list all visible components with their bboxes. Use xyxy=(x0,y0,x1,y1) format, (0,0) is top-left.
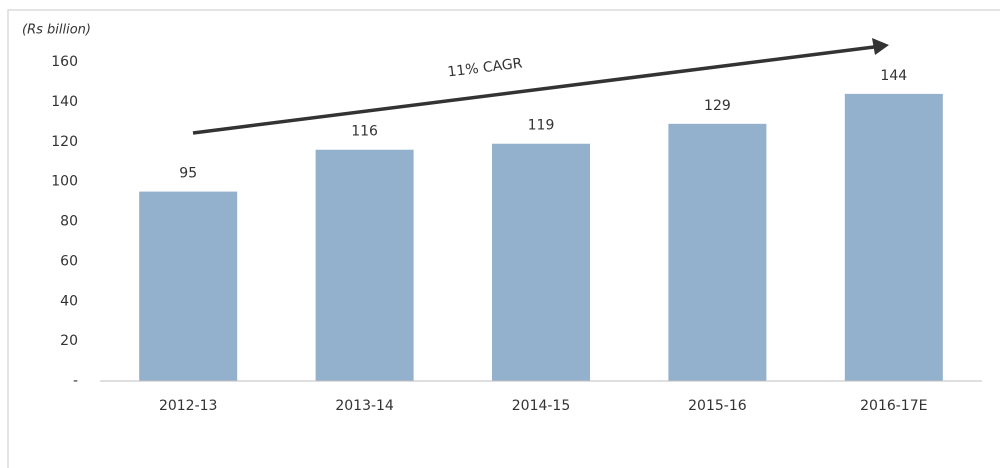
value-label: 144 xyxy=(880,68,907,84)
x-tick-label: 2015-16 xyxy=(688,398,747,414)
frame xyxy=(7,9,1000,468)
cagr-label: 11% CAGR xyxy=(447,55,524,80)
bar xyxy=(315,149,414,381)
y-tick-label: 140 xyxy=(51,94,78,110)
y-tick-label: 20 xyxy=(60,333,78,349)
value-label: 95 xyxy=(179,166,197,182)
y-tick-label: 60 xyxy=(60,253,78,269)
bar xyxy=(668,123,767,382)
y-tick-label: 40 xyxy=(60,293,78,309)
y-tick-label: 160 xyxy=(51,54,78,70)
x-tick-label: 2016-17E xyxy=(860,398,927,414)
y-tick-label: - xyxy=(73,373,78,389)
x-tick-label: 2013-14 xyxy=(335,398,394,414)
x-tick-label: 2012-13 xyxy=(159,398,218,414)
cagr-arrow xyxy=(192,45,875,135)
value-label: 129 xyxy=(704,98,731,114)
bar xyxy=(139,191,238,381)
y-tick-label: 100 xyxy=(51,174,78,190)
value-label: 116 xyxy=(351,124,378,140)
bar xyxy=(492,143,590,381)
y-tick-label: 120 xyxy=(51,134,78,150)
y-tick-label: 80 xyxy=(60,214,78,230)
unit-label: (Rs billion) xyxy=(22,23,91,38)
bar xyxy=(844,93,943,382)
value-label: 119 xyxy=(528,118,555,134)
x-tick-label: 2014-15 xyxy=(512,398,571,414)
cagr-arrowhead xyxy=(872,38,889,55)
